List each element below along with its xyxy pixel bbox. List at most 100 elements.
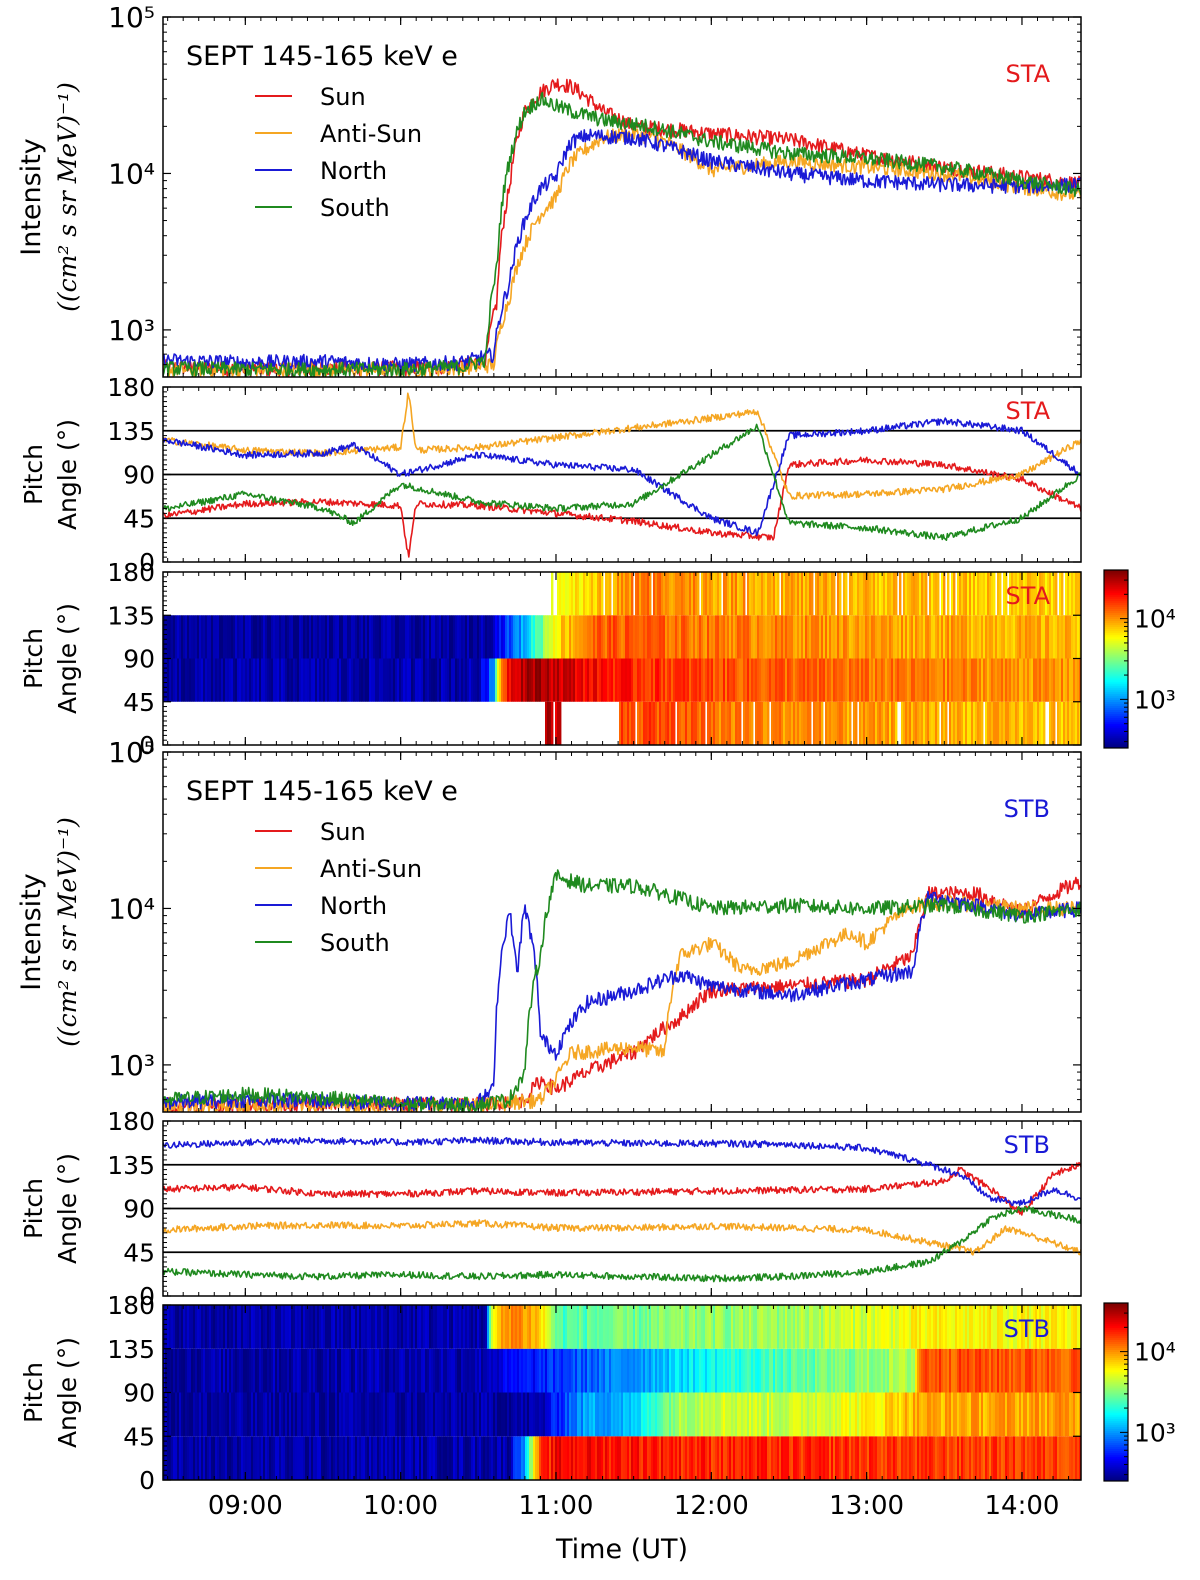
stb-spectrogram-cell [827,1348,830,1393]
stb-spectrogram-cell [405,1436,408,1480]
sta-spectrogram-cell [453,658,456,702]
sta-spectrogram-cell [631,615,634,659]
sta-spectrogram-cell [525,615,528,659]
stb-spectrogram-cell [399,1392,402,1437]
sta-spectrogram-cell [635,658,638,702]
sta-spectrogram-colorbar-cell [1104,606,1128,609]
sta-spectrogram-cell [609,658,612,702]
sta-spectrogram-cell [901,658,904,702]
stb-spectrogram-cell [925,1436,928,1480]
stb-spectrogram-cell [453,1305,456,1349]
stb-spectrogram-cell [563,1436,566,1480]
sta-spectrogram-cell [681,615,684,659]
sta-spectrogram-cell [777,572,780,616]
stb-spectrogram-colorbar-cell [1104,1472,1128,1476]
stb-spectrogram-cell [321,1392,324,1437]
sta-spectrogram-cell [941,572,944,616]
sta-spectrogram-cell [219,658,222,702]
sta-spectrogram-cell [709,572,712,616]
sta-spectrogram-cell [707,572,710,616]
stb-spectrogram-cell [549,1305,552,1349]
stb-spectrogram-cell [511,1305,514,1349]
stb-spectrogram-cell [277,1436,280,1480]
stb-spectrogram-cell [313,1305,316,1349]
stb-spectrogram-cell [893,1436,896,1480]
sta-spectrogram-cell [697,572,700,616]
stb-spectrogram-cell [655,1305,658,1349]
sta-spectrogram-cell [739,701,742,745]
sta-spectrogram-cell [607,658,610,702]
sta-spectrogram-cell [931,572,934,616]
sta-spectrogram-cell [591,572,594,616]
sta-spectrogram-cell [937,658,940,702]
sta-spectrogram-cell [815,701,818,745]
stb-spectrogram-cell [1035,1436,1038,1480]
sta-spectrogram-cell [817,572,820,616]
stb-spectrogram-cell [581,1436,584,1480]
sta-spectrogram-cell [819,658,822,702]
stb-spectrogram-cell [371,1436,374,1480]
stb-spectrogram-cell [913,1305,916,1349]
sta-spectrogram-cell [719,658,722,702]
stb-spectrogram-cell [289,1348,292,1393]
sta-spectrogram-cell [545,701,548,745]
stb-spectrogram-cell [1071,1392,1074,1437]
stb-spectrogram-cell [373,1348,376,1393]
stb-spectrogram-cell [991,1348,994,1393]
sta-spectrogram-cell [307,615,310,659]
sta-spectrogram-cell [197,658,200,702]
stb-spectrogram-cell [475,1392,478,1437]
stb-spectrogram-cell [667,1305,670,1349]
sta-spectrogram-cell [357,658,360,702]
stb-spectrogram-cell [331,1305,334,1349]
sta-spectrogram-cell [305,658,308,702]
sta-spectrogram-cell [773,615,776,659]
stb-spectrogram-cell [929,1436,932,1480]
stb-spectrogram-cell [301,1392,304,1437]
stb-spectrogram-cell [435,1392,438,1437]
sta-spectrogram-cell [867,572,870,616]
stb-spectrogram-colorbar-cell [1104,1456,1128,1460]
sta-spectrogram-cell [1033,572,1036,616]
stb-pitch-plot-area [163,1136,1081,1283]
stb-spectrogram-cell [1073,1348,1076,1393]
sta-spectrogram-cell [527,615,530,659]
sta-spectrogram-cell [881,658,884,702]
sta-spectrogram-cell [1013,658,1016,702]
stb-spectrogram-cell [921,1305,924,1349]
stb-spectrogram-cell [185,1305,188,1349]
stb-spectrogram-cell [657,1392,660,1437]
sta-spectrogram-cell [915,615,918,659]
sta-spectrogram-cell [617,658,620,702]
stb-spectrogram-cell [715,1348,718,1393]
stb-spectrogram-colorbar-cell [1104,1347,1128,1351]
sta-spectrogram-cell [785,572,788,616]
stb-spectrogram-cell [729,1305,732,1349]
stb-spectrogram-cell [177,1305,180,1349]
sta-spectrogram-cell [1065,615,1068,659]
stb-spectrogram-cell [355,1392,358,1437]
stb-spectrogram-cell [199,1436,202,1480]
sta-spectrogram-cell [881,701,884,745]
stb-spectrogram-cell [223,1305,226,1349]
sta-spectrogram-cell [1033,701,1036,745]
sta-spectrogram-cell [919,658,922,702]
stb-spectrogram-cell [239,1348,242,1393]
stb-spectrogram-cell [733,1348,736,1393]
stb-spectrogram-cell [385,1348,388,1393]
sta-spectrogram-cell [821,572,824,616]
stb-spectrogram-cell [907,1348,910,1393]
stb-spectrogram-cell [957,1392,960,1437]
stb-spectrogram-cell [411,1348,414,1393]
sta-spectrogram-cell [867,615,870,659]
stb-spectrogram-cell [861,1392,864,1437]
sta-spectrogram-cell [209,615,212,659]
stb-spectrogram-cell [671,1305,674,1349]
sta-spectrogram-cell [909,572,912,616]
sta-spectrogram-cell [259,658,262,702]
stb-spectrogram-cell [441,1305,444,1349]
stb-spectrogram-cell [299,1436,302,1480]
stb-spectrogram-cell [201,1305,204,1349]
stb-spectrogram-cell [939,1305,942,1349]
stb-spectrogram-cell [287,1436,290,1480]
